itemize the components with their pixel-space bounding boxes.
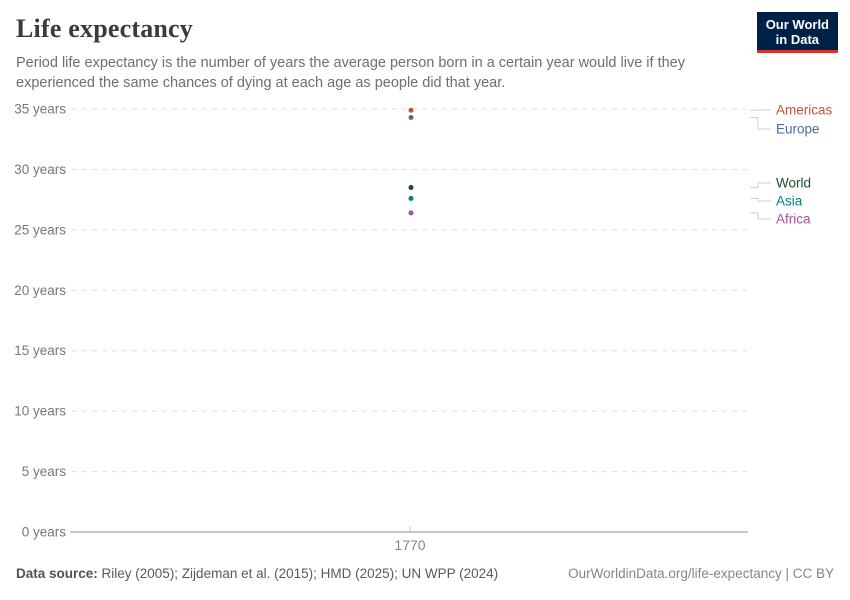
data-source-text: Riley (2005); Zijdeman et al. (2015); HM… xyxy=(97,566,499,581)
legend-label-asia[interactable]: Asia xyxy=(776,194,803,209)
y-axis-tick-label: 30 years xyxy=(14,162,66,177)
data-source-label: Data source: xyxy=(16,566,98,581)
legend-label-europe[interactable]: Europe xyxy=(776,122,820,137)
chart-footer: Data source: Riley (2005); Zijdeman et a… xyxy=(0,566,850,581)
y-axis-tick-label: 20 years xyxy=(14,283,66,298)
owid-logo[interactable]: Our World in Data xyxy=(756,12,838,53)
y-axis-tick-label: 0 years xyxy=(22,525,67,540)
x-axis-tick-label: 1770 xyxy=(394,537,425,553)
chart-header: Life expectancy Period life expectancy i… xyxy=(0,0,850,93)
legend-label-americas[interactable]: Americas xyxy=(776,103,833,118)
legend-connector-europe xyxy=(750,116,771,130)
data-point-asia[interactable] xyxy=(408,195,414,201)
data-point-africa[interactable] xyxy=(408,210,414,216)
chart-subtitle: Period life expectancy is the number of … xyxy=(16,55,685,91)
y-axis-tick-label: 25 years xyxy=(14,222,66,237)
data-source[interactable]: Data source: Riley (2005); Zijdeman et a… xyxy=(16,566,498,581)
owid-logo-line1: Our World xyxy=(765,17,829,32)
footer-link[interactable]: OurWorldinData.org/life-expectancy | CC … xyxy=(568,566,834,581)
page-title: Life expectancy xyxy=(16,14,194,43)
data-point-europe[interactable] xyxy=(408,114,414,120)
data-point-world[interactable] xyxy=(408,185,414,191)
legend-connector-asia xyxy=(750,197,771,202)
y-axis-tick-label: 5 years xyxy=(22,464,67,479)
legend-label-world[interactable]: World xyxy=(776,176,811,191)
y-axis-tick-label: 10 years xyxy=(14,404,66,419)
data-point-americas[interactable] xyxy=(408,107,414,113)
legend-connector-africa xyxy=(750,212,771,220)
owid-logo-line2: in Data xyxy=(775,32,820,47)
legend-label-africa[interactable]: Africa xyxy=(776,212,811,227)
y-axis-tick-label: 15 years xyxy=(14,343,66,358)
legend-connector-world xyxy=(750,182,771,189)
y-axis-tick-label: 35 years xyxy=(14,102,66,117)
